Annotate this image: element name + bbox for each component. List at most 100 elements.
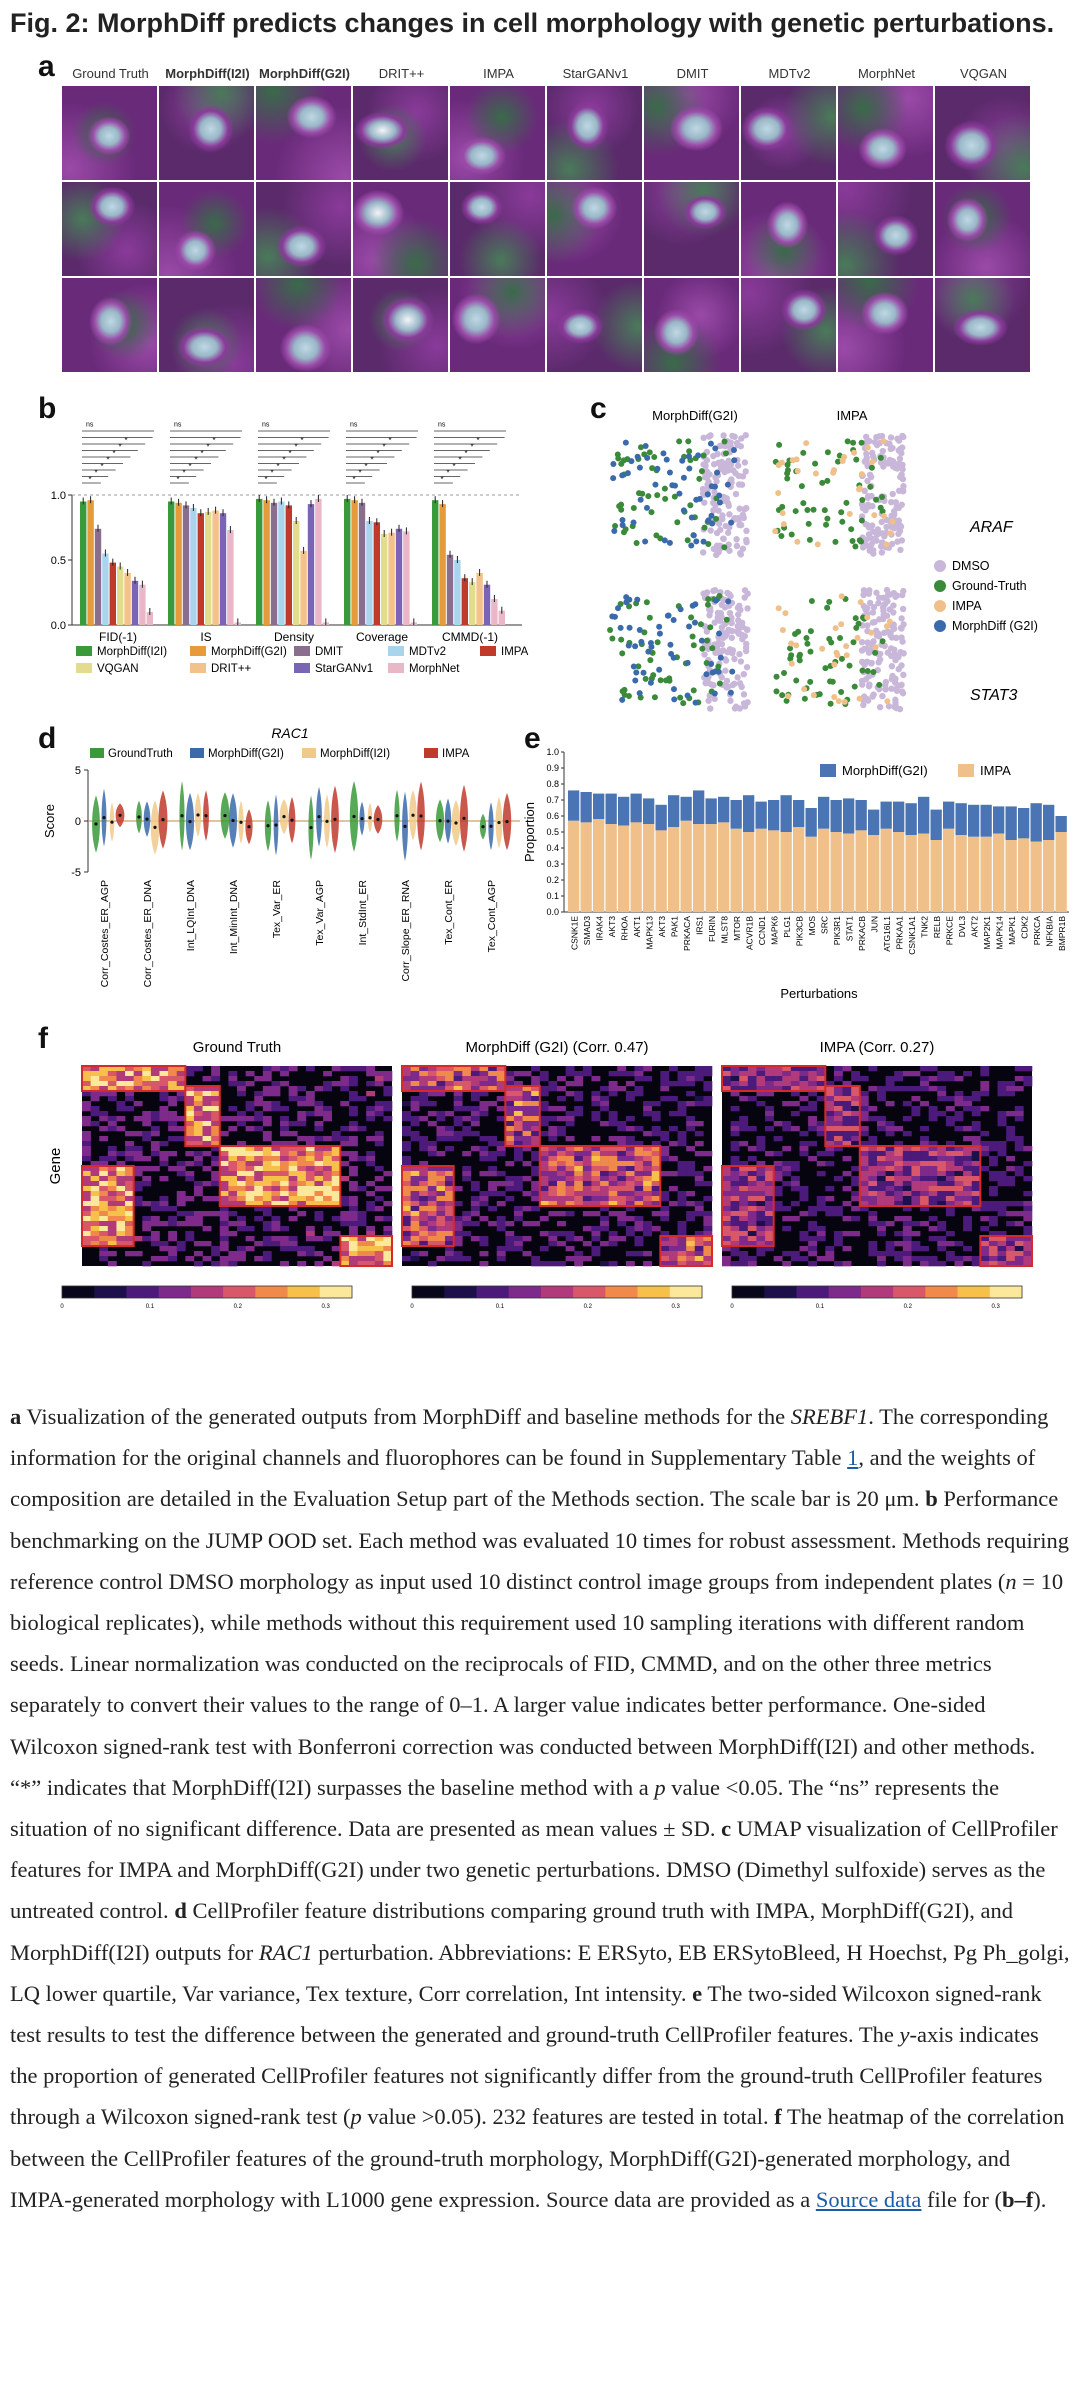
cell-image xyxy=(741,278,836,372)
f-cell xyxy=(271,1226,281,1232)
c-point xyxy=(792,630,799,637)
panel-e-stacked-bar: 0.00.10.20.30.40.50.60.70.80.91.0Proport… xyxy=(522,747,1069,1001)
f-cell xyxy=(902,1236,912,1242)
f-cell xyxy=(902,1231,912,1237)
c-point xyxy=(844,438,851,445)
f-cell xyxy=(410,1196,420,1202)
f-cell xyxy=(142,1226,152,1232)
b-bar xyxy=(373,522,380,625)
f-cell xyxy=(211,1261,221,1267)
f-cell xyxy=(565,1091,575,1097)
f-cell xyxy=(280,1066,289,1072)
b-sig-star: * xyxy=(282,456,285,465)
b-bar xyxy=(131,580,139,625)
f-cell xyxy=(262,1166,272,1172)
caption-text: value <0.05. The “ns” represents the sit… xyxy=(10,1774,1000,1842)
f-cell xyxy=(790,1201,800,1207)
f-cell xyxy=(694,1231,704,1237)
b-bar xyxy=(256,498,263,625)
f-cell xyxy=(488,1071,498,1077)
f-cell xyxy=(877,1171,886,1177)
f-cell xyxy=(885,1201,895,1207)
f-cell xyxy=(643,1156,653,1162)
f-cell xyxy=(833,1231,843,1237)
e-bar-g2i xyxy=(968,804,980,837)
c-point xyxy=(710,452,717,460)
f-cell xyxy=(150,1126,160,1132)
f-cell xyxy=(366,1091,376,1097)
f-cell xyxy=(522,1206,532,1212)
f-cell xyxy=(625,1181,635,1187)
f-cell xyxy=(548,1261,558,1267)
f-cell xyxy=(937,1071,947,1077)
f-cell xyxy=(374,1076,384,1082)
f-cell xyxy=(557,1171,566,1177)
f-cell xyxy=(859,1186,869,1192)
f-cell xyxy=(608,1176,618,1182)
f-cell xyxy=(254,1196,264,1202)
c-point xyxy=(699,549,707,556)
f-cell xyxy=(107,1181,117,1187)
f-cell xyxy=(677,1261,687,1267)
f-cell xyxy=(271,1161,281,1167)
f-cell xyxy=(833,1261,843,1267)
f-cell xyxy=(90,1191,100,1197)
e-bar-g2i xyxy=(568,790,580,821)
f-cell xyxy=(782,1126,792,1132)
f-cell xyxy=(133,1146,143,1152)
f-cell xyxy=(851,1116,861,1122)
e-bar-impa xyxy=(605,824,617,912)
f-cell xyxy=(565,1176,575,1182)
f-cell xyxy=(971,1096,981,1102)
f-cell xyxy=(625,1071,635,1077)
f-cell xyxy=(374,1256,384,1262)
f-cell xyxy=(323,1166,333,1172)
f-cell xyxy=(902,1216,912,1222)
d-median xyxy=(403,824,407,828)
e-y-tick-label: 0.3 xyxy=(546,859,559,869)
f-cell xyxy=(988,1251,998,1257)
f-cell xyxy=(150,1116,160,1122)
f-cell xyxy=(453,1241,463,1247)
f-cell xyxy=(133,1196,143,1202)
f-cell xyxy=(254,1206,264,1212)
f-cell xyxy=(125,1241,134,1247)
caption-link[interactable]: 1 xyxy=(847,1445,859,1471)
f-cell xyxy=(150,1236,160,1242)
caption-link[interactable]: Source data xyxy=(815,2186,922,2212)
f-cell xyxy=(374,1251,384,1257)
f-cell xyxy=(877,1261,886,1267)
f-cell xyxy=(82,1091,91,1097)
f-cell xyxy=(945,1211,955,1217)
f-cell xyxy=(928,1261,938,1267)
cell-image xyxy=(547,278,642,372)
f-cell xyxy=(1006,1201,1016,1207)
f-cell xyxy=(625,1116,635,1122)
f-cell xyxy=(694,1176,704,1182)
f-cell xyxy=(116,1076,126,1082)
f-cell xyxy=(107,1116,117,1122)
f-cell xyxy=(470,1121,480,1127)
f-cell xyxy=(366,1066,376,1072)
f-cell xyxy=(608,1241,618,1247)
f-cell xyxy=(262,1186,272,1192)
f-cell xyxy=(305,1196,315,1202)
f-cell xyxy=(928,1191,938,1197)
f-cell xyxy=(980,1261,990,1267)
f-cell xyxy=(185,1161,195,1167)
f-cell xyxy=(920,1206,929,1212)
f-cell xyxy=(859,1191,869,1197)
f-cell xyxy=(228,1221,238,1227)
f-cell xyxy=(600,1191,609,1197)
f-cell xyxy=(323,1236,333,1242)
f-cell xyxy=(531,1066,541,1072)
c-point xyxy=(645,648,652,655)
f-cell xyxy=(799,1186,809,1192)
f-cell xyxy=(1023,1191,1033,1197)
f-cell xyxy=(782,1216,792,1222)
f-cell xyxy=(902,1156,912,1162)
f-cell xyxy=(90,1096,100,1102)
f-cell xyxy=(445,1186,454,1192)
f-cell xyxy=(419,1236,429,1242)
f-cell xyxy=(1023,1211,1033,1217)
